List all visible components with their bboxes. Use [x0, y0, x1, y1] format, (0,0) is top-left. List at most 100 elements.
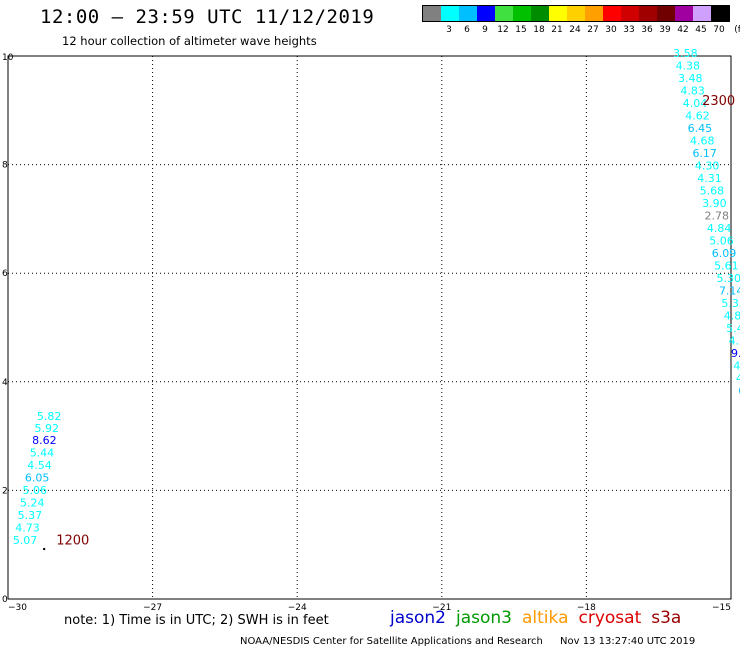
- legend-s3a: s3a: [651, 608, 682, 628]
- swh-value-label: 4.04: [683, 97, 708, 110]
- swh-value-label: 6.: [738, 384, 740, 397]
- color-scale-swatch: [693, 6, 711, 21]
- swh-value-label: 5.24: [20, 497, 45, 510]
- chart-title: 12:00 – 23:59 UTC 11/12/2019: [40, 6, 375, 28]
- swh-value-label: 5.06: [709, 234, 734, 247]
- y-tick-label: 8: [2, 161, 8, 171]
- swh-value-label: 5.82: [37, 410, 62, 423]
- color-scale-label: 36: [641, 25, 653, 35]
- swh-value-label: 4.62: [685, 110, 710, 123]
- time-label: 2300: [702, 94, 735, 109]
- color-scale-swatch: [459, 6, 477, 21]
- color-scale-label: 39: [659, 25, 671, 35]
- satellite-legend: jason2 jason3 altika cryosat s3a: [390, 608, 691, 628]
- swh-value-label: 4.1: [729, 334, 740, 347]
- time-label: 1200: [56, 534, 89, 549]
- track-start-dot: [42, 547, 46, 551]
- color-scale-swatch: [531, 6, 549, 21]
- color-scale-swatch: [675, 6, 693, 21]
- swh-value-label: 4.83: [680, 85, 705, 98]
- color-scale-swatch: [585, 6, 603, 21]
- color-scale-swatch: [441, 6, 459, 21]
- legend-jason3: jason3: [456, 608, 512, 628]
- legend-jason2: jason2: [390, 608, 446, 628]
- swh-value-label: 9.0: [731, 347, 740, 360]
- x-tick-label: −18: [577, 603, 596, 612]
- color-scale-label: 9: [482, 25, 488, 35]
- y-tick-label: 4: [2, 378, 8, 388]
- y-tick-label: 2: [2, 486, 8, 496]
- swh-value-label: 3.90: [702, 197, 727, 210]
- color-scale-label: 3: [446, 25, 452, 35]
- legend-cryosat: cryosat: [578, 608, 642, 628]
- swh-value-label: 3.48: [678, 72, 703, 85]
- color-scale-swatch: [495, 6, 513, 21]
- footer: NOAA/NESDIS Center for Satellite Applica…: [240, 636, 695, 647]
- color-scale-label: 18: [533, 25, 545, 35]
- swh-value-label: 5.68: [700, 184, 725, 197]
- color-scale-swatch: [621, 6, 639, 21]
- y-tick-label: 6: [2, 269, 8, 279]
- swh-value-label: 8.62: [32, 434, 57, 447]
- color-scale-swatch: [423, 6, 441, 21]
- swh-value-label: 5.44: [30, 447, 55, 460]
- swh-value-label: 6.45: [688, 122, 713, 135]
- y-tick-label: 0: [2, 595, 8, 605]
- legend-altika: altika: [522, 608, 569, 628]
- chart-subtitle: 12 hour collection of altimeter wave hei…: [62, 34, 317, 48]
- units-note: note: 1) Time is in UTC; 2) SWH is in fe…: [64, 613, 329, 628]
- color-scale-swatches: [422, 5, 730, 22]
- color-scale-label: 30: [605, 25, 617, 35]
- color-scale-label: 24: [569, 25, 581, 35]
- x-tick-label: −30: [8, 603, 27, 612]
- swh-value-label: 4.7: [733, 359, 740, 372]
- swh-value-label: 6.17: [692, 147, 717, 160]
- wave-height-plot: −30 −27 −24 −21 −18 −1502468105.825.928.625.4…: [2, 47, 740, 612]
- color-scale-label: 15: [515, 25, 527, 35]
- swh-value-label: 5.37: [18, 509, 43, 522]
- color-scale-swatch: [639, 6, 657, 21]
- color-scale-label: 33: [623, 25, 635, 35]
- color-scale-label: 45: [695, 25, 707, 35]
- swh-value-label: 5.61: [714, 259, 739, 272]
- footer-timestamp: Nov 13 13:27:40 UTC 2019: [560, 636, 696, 647]
- swh-value-label: 4.: [736, 372, 740, 385]
- swh-value-label: 2.78: [704, 209, 729, 222]
- swh-value-label: 6.05: [25, 472, 50, 485]
- x-tick-label: −21: [432, 603, 451, 612]
- swh-value-label: 5.44: [726, 322, 740, 335]
- swh-value-label: 7.14: [719, 284, 740, 297]
- plot-frame: [7, 55, 732, 600]
- swh-value-label: 5.35: [721, 297, 740, 310]
- swh-value-label: 4.73: [15, 522, 40, 535]
- x-tick-label: −24: [288, 603, 307, 612]
- swh-value-label: 5.92: [35, 422, 60, 435]
- color-scale-label: 12: [497, 25, 509, 35]
- color-scale-label: 6: [464, 25, 470, 35]
- swh-value-label: 5.06: [22, 484, 47, 497]
- footer-credit: NOAA/NESDIS Center for Satellite Applica…: [240, 636, 543, 647]
- color-scale-swatch: [711, 6, 729, 21]
- swh-value-label: 4.31: [697, 172, 722, 185]
- swh-value-label: 4.38: [676, 60, 701, 73]
- color-scale-swatch: [567, 6, 585, 21]
- swh-value-label: 4.68: [690, 135, 715, 148]
- color-scale-label: 42: [677, 25, 689, 35]
- color-scale-swatch: [657, 6, 675, 21]
- swh-value-label: 6.09: [712, 247, 737, 260]
- color-scale-swatch: [477, 6, 495, 21]
- swh-value-label: 5.07: [13, 534, 38, 547]
- color-scale-label: 21: [551, 25, 563, 35]
- swh-value-label: 4.82: [724, 309, 740, 322]
- swh-value-label: 5.30: [717, 272, 740, 285]
- color-scale-swatch: [549, 6, 567, 21]
- swh-value-label: 4.30: [695, 159, 720, 172]
- swh-value-label: 4.84: [707, 222, 732, 235]
- color-scale-unit: (ft): [734, 25, 740, 35]
- color-scale-swatch: [513, 6, 531, 21]
- color-scale-swatch: [603, 6, 621, 21]
- color-scale-label: 70: [713, 25, 725, 35]
- swh-value-label: 3.58: [673, 47, 698, 60]
